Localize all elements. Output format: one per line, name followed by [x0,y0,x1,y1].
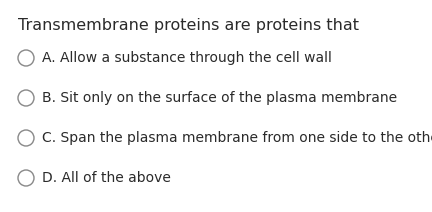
Text: Transmembrane proteins are proteins that: Transmembrane proteins are proteins that [18,18,359,33]
Text: A. Allow a substance through the cell wall: A. Allow a substance through the cell wa… [42,51,332,65]
Ellipse shape [18,130,34,146]
Text: C. Span the plasma membrane from one side to the other.: C. Span the plasma membrane from one sid… [42,131,432,145]
Ellipse shape [18,90,34,106]
Ellipse shape [18,170,34,186]
Text: D. All of the above: D. All of the above [42,171,171,185]
Text: B. Sit only on the surface of the plasma membrane: B. Sit only on the surface of the plasma… [42,91,397,105]
Ellipse shape [18,50,34,66]
